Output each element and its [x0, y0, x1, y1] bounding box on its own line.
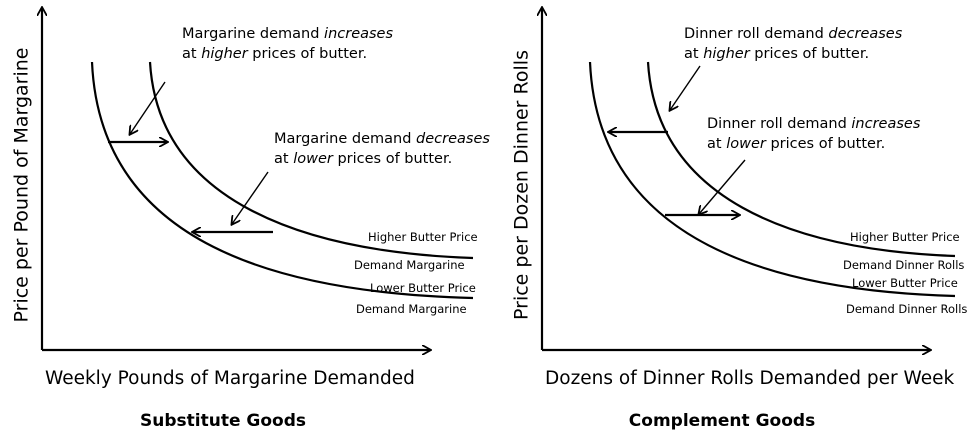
annotation-segment: Dinner roll demand	[684, 26, 828, 42]
pointer-arrow	[130, 81, 166, 134]
y-axis-title: Price per Pound of Margarine	[11, 48, 33, 323]
pointer-arrow	[670, 65, 701, 110]
annotation-segment: at	[707, 136, 726, 152]
annotation: Dinner roll demand decreases	[684, 26, 903, 42]
annotation-segment: increases	[324, 26, 393, 42]
annotation-segment: higher	[201, 46, 249, 62]
annotation-segment: prices of butter.	[750, 46, 869, 62]
annotation-segment: prices of butter.	[333, 151, 452, 167]
annotation-segment: at	[274, 151, 293, 167]
annotation-segment: decreases	[828, 26, 902, 42]
caption: Complement Goods	[629, 411, 815, 431]
curve-label: Demand Dinner Rolls	[843, 258, 964, 272]
annotation-segment: higher	[703, 46, 751, 62]
annotation: Margarine demand decreases	[274, 131, 490, 147]
pointer-arrow	[232, 171, 269, 224]
curve-label: Higher Butter Price	[368, 230, 478, 244]
curve-label: Demand Margarine	[356, 302, 467, 316]
curve-label: Demand Dinner Rolls	[846, 302, 967, 316]
curve-label: Lower Butter Price	[370, 281, 476, 295]
curve-label: Higher Butter Price	[850, 230, 960, 244]
annotation: at higher prices of butter.	[684, 46, 869, 62]
caption: Substitute Goods	[140, 411, 306, 431]
annotation-segment: Margarine demand	[182, 26, 324, 42]
demand-curve	[588, 61, 956, 298]
curve-label: Lower Butter Price	[852, 276, 958, 290]
annotation-segment: prices of butter.	[248, 46, 367, 62]
annotation: Margarine demand increases	[182, 26, 393, 42]
y-axis-title: Price per Dozen Dinner Rolls	[511, 50, 533, 320]
annotation-segment: decreases	[416, 131, 490, 147]
annotation-segment: Dinner roll demand	[707, 116, 851, 132]
pointer-arrow	[699, 159, 746, 214]
annotation-segment: increases	[851, 116, 920, 132]
annotation: at lower prices of butter.	[707, 136, 885, 152]
demand-curve	[148, 61, 474, 260]
annotation-segment: Margarine demand	[274, 131, 416, 147]
annotation-segment: at	[182, 46, 201, 62]
x-axis-title: Weekly Pounds of Margarine Demanded	[45, 368, 415, 389]
annotation: at lower prices of butter.	[274, 151, 452, 167]
annotation-segment: lower	[726, 136, 767, 152]
demand-curve	[90, 61, 474, 300]
annotation-segment: at	[684, 46, 703, 62]
demand-curve	[646, 61, 956, 258]
annotation-segment: prices of butter.	[766, 136, 885, 152]
annotation: at higher prices of butter.	[182, 46, 367, 62]
curve-label: Demand Margarine	[354, 258, 465, 272]
annotation-segment: lower	[293, 151, 334, 167]
annotation: Dinner roll demand increases	[707, 116, 921, 132]
x-axis-title: Dozens of Dinner Rolls Demanded per Week	[545, 368, 954, 389]
